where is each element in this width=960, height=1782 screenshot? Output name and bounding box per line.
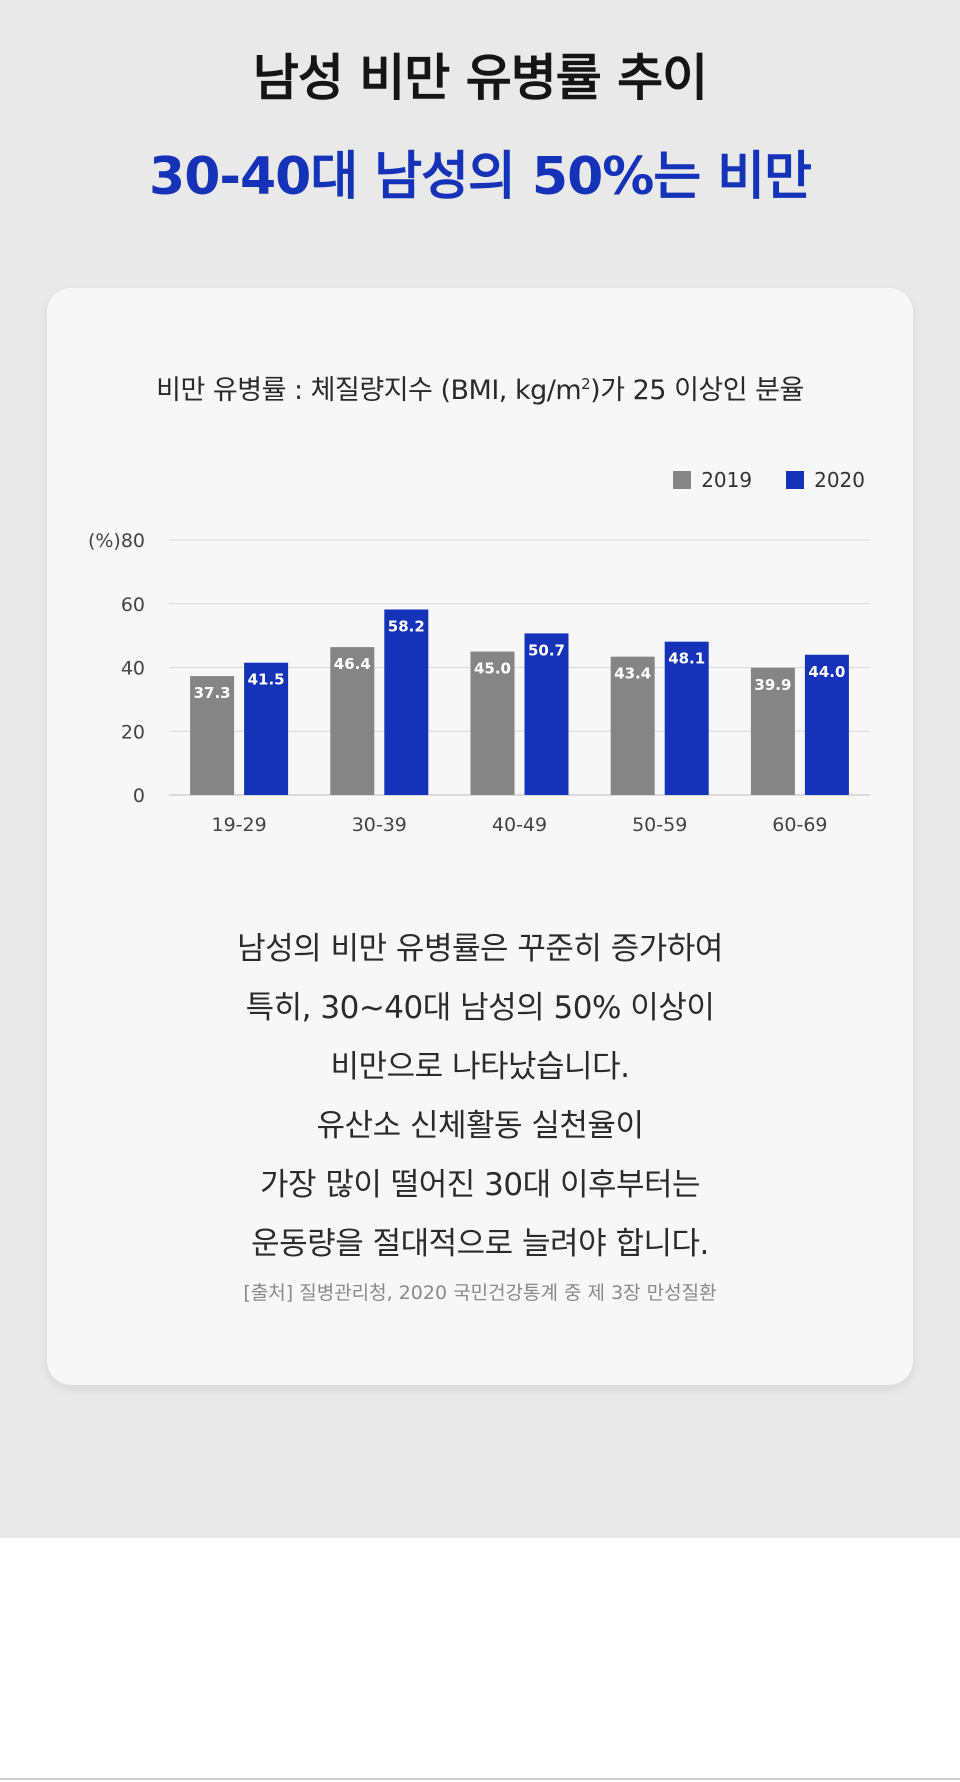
data-label: 50.7 xyxy=(528,641,565,659)
bar-2020-60-69 xyxy=(804,654,849,795)
chart-title: 비만 유병률 : 체질량지수 (BMI, kg/m2)가 25 이상인 분율 xyxy=(47,368,913,407)
description-line: 특히, 30~40대 남성의 50% 이상이 xyxy=(245,990,715,1026)
data-label: 37.3 xyxy=(194,684,231,702)
bar-2020-30-39 xyxy=(384,609,429,795)
y-tick-label: 20 xyxy=(121,721,145,743)
data-label: 45.0 xyxy=(474,660,511,678)
description-line: 남성의 비만 유병률은 꾸준히 증가하여 xyxy=(237,931,723,967)
bar-2020-40-49 xyxy=(524,633,569,795)
chart-title-pre: 비만 유병률 : 체질량지수 (BMI, kg/m xyxy=(156,375,582,406)
bar-2019-30-39 xyxy=(330,647,375,795)
y-tick-label: 0 xyxy=(133,785,145,807)
source-note: [출처] 질병관리청, 2020 국민건강통계 중 제 3장 만성질환 xyxy=(243,1282,717,1304)
legend-label-2020: 2020 xyxy=(814,468,865,492)
legend-item-2020: 2020 xyxy=(786,468,865,492)
description-line: 가장 많이 떨어진 30대 이후부터는 xyxy=(259,1167,701,1203)
x-tick-label: 40-49 xyxy=(492,814,547,836)
bar-2019-50-59 xyxy=(610,656,655,795)
description-line: 비만으로 나타났습니다. xyxy=(330,1049,630,1085)
y-tick-label: (%)80 xyxy=(88,530,145,552)
x-tick-label: 60-69 xyxy=(772,814,827,836)
description-text: 남성의 비만 유병률은 꾸준히 증가하여 특히, 30~40대 남성의 50% … xyxy=(47,920,913,1274)
description-line: 유산소 신체활동 실천율이 xyxy=(316,1108,644,1144)
legend-swatch-2020 xyxy=(786,471,805,489)
data-label: 48.1 xyxy=(668,650,705,668)
legend-item-2019: 2019 xyxy=(673,468,752,492)
bar-2020-50-59 xyxy=(664,641,709,795)
description-line: 운동량을 절대적으로 늘려야 합니다. xyxy=(251,1226,709,1262)
chart-legend: 2019 2020 xyxy=(639,468,865,492)
bar-2019-19-29 xyxy=(190,676,235,795)
legend-label-2019: 2019 xyxy=(701,468,753,492)
bar-2020-19-29 xyxy=(244,662,289,795)
data-label: 41.5 xyxy=(248,671,285,689)
y-tick-label: 40 xyxy=(121,658,145,680)
data-label: 46.4 xyxy=(334,655,371,673)
legend-swatch-2019 xyxy=(673,471,692,489)
data-label: 44.0 xyxy=(808,663,845,681)
page-title: 남성 비만 유병률 추이 xyxy=(252,49,708,107)
data-label: 58.2 xyxy=(388,617,425,635)
chart-title-post: )가 25 이상인 분율 xyxy=(590,375,804,406)
bottom-divider xyxy=(0,1778,960,1780)
data-label: 43.4 xyxy=(614,665,651,683)
bar-chart: 0 20 40 60 (%)80 37.3 41.5 19-29 46.4 58.2 30-39 45… xyxy=(88,530,870,836)
chart-card: 비만 유병률 : 체질량지수 (BMI, kg/m2)가 25 이상인 분율 2… xyxy=(47,288,913,1385)
bar-2019-40-49 xyxy=(470,651,515,795)
bar-2019-60-69 xyxy=(750,667,795,795)
data-label: 39.9 xyxy=(754,676,791,694)
x-tick-label: 50-59 xyxy=(632,814,687,836)
x-tick-label: 30-39 xyxy=(352,814,407,836)
chart-title-sup: 2 xyxy=(581,375,591,393)
y-tick-label: 60 xyxy=(121,594,145,616)
bottom-background xyxy=(0,1538,960,1782)
page-subtitle: 30-40대 남성의 50%는 비만 xyxy=(149,147,812,207)
x-tick-label: 19-29 xyxy=(211,814,266,836)
